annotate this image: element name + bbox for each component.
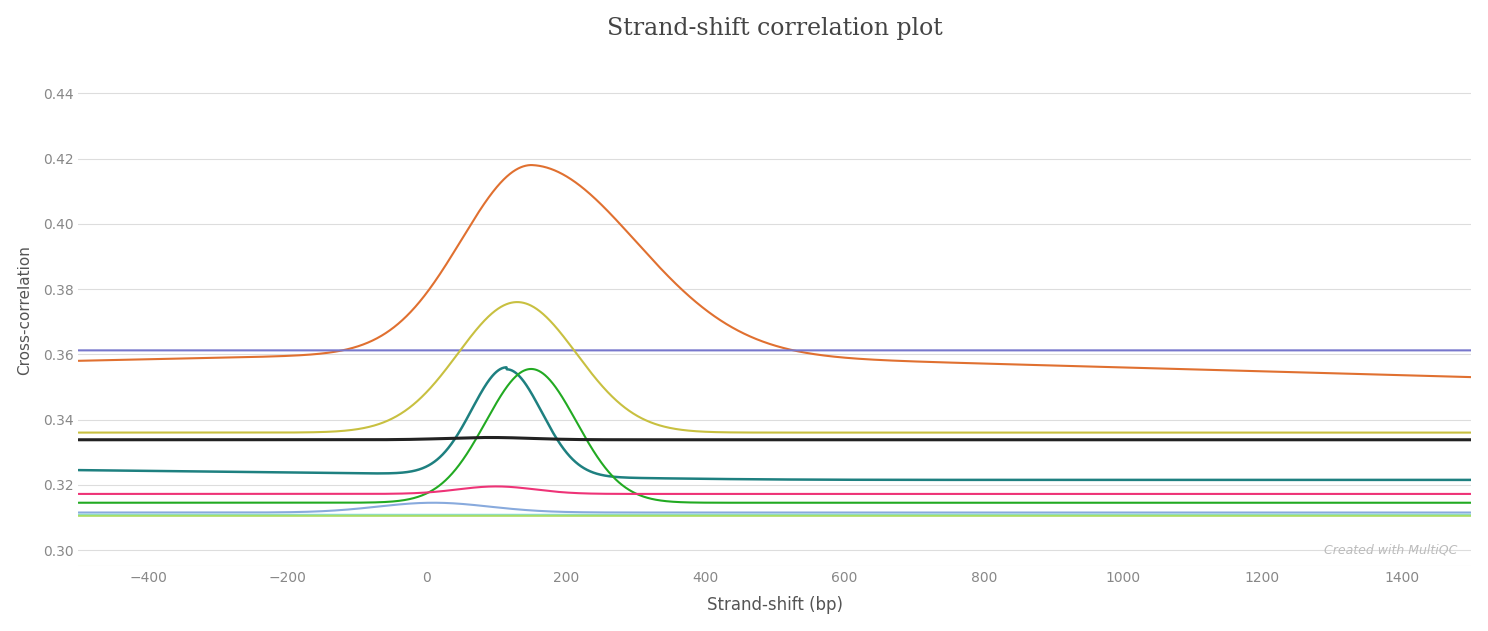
X-axis label: Strand-shift (bp): Strand-shift (bp) [707,596,842,615]
Title: Strand-shift correlation plot: Strand-shift correlation plot [607,16,943,40]
Text: Created with MultiQC: Created with MultiQC [1324,543,1457,556]
Y-axis label: Cross-correlation: Cross-correlation [16,245,31,375]
